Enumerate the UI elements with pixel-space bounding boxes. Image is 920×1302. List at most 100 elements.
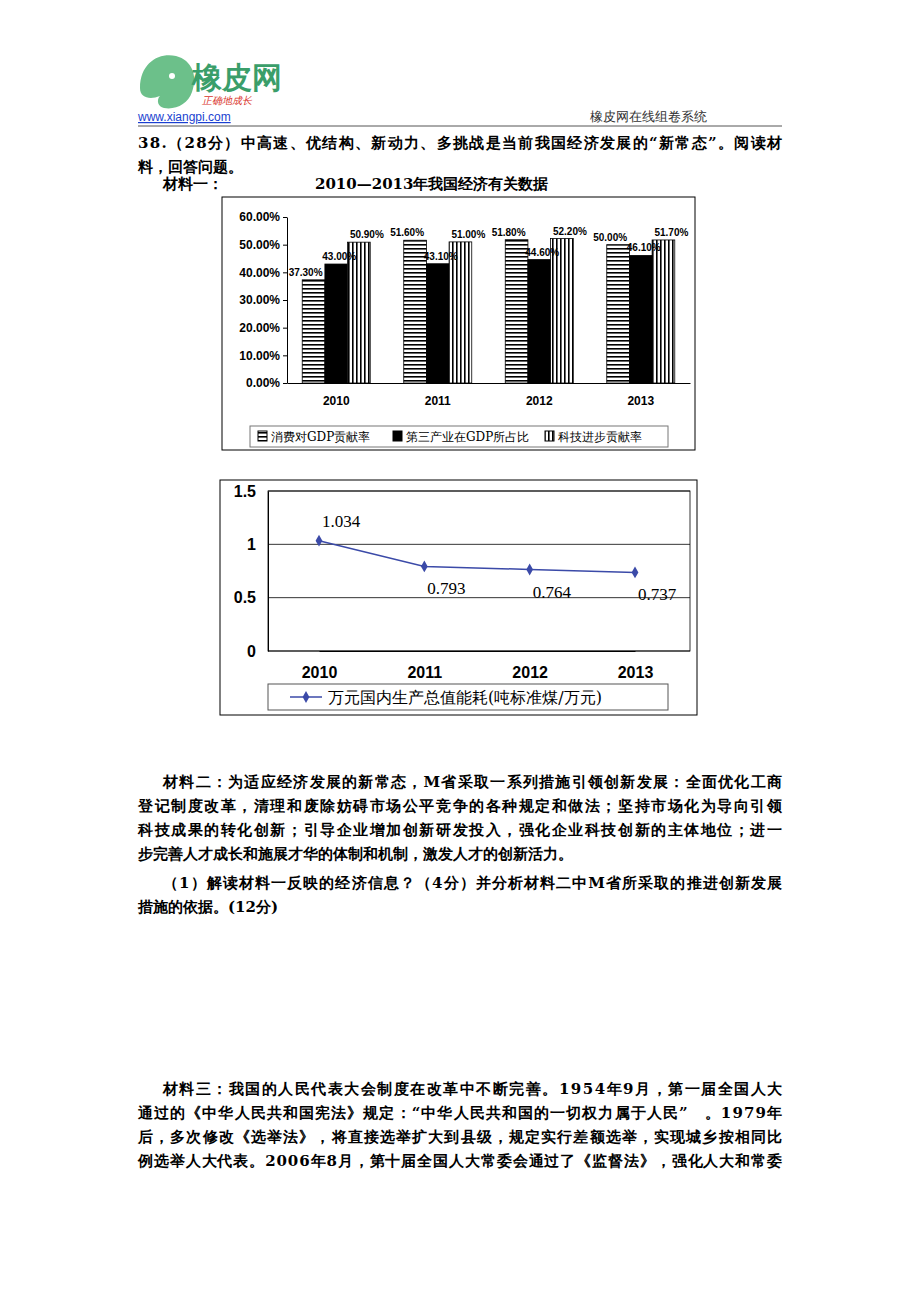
legend-swatch <box>258 431 267 441</box>
line-chart: 00.511.520102011201220131.0340.7930.7640… <box>220 480 697 715</box>
paragraph: 材料二：为适应经济发展的新常态，M省采取一系列措施引领创新发展：全面优化工商登记… <box>137 773 783 863</box>
bar <box>551 239 574 383</box>
text-line: 措施的依据。(12分) <box>137 898 278 916</box>
bar <box>629 255 652 383</box>
tick: 40.00% <box>239 266 287 280</box>
paragraph: （1）解读材料一反映的经济信息？（4分）并分析材料二中M省所采取的推进创新发展措… <box>137 874 782 916</box>
plot-frame <box>268 491 690 651</box>
chart-frame <box>220 480 697 715</box>
y-axis: 0.00% 10.00% 20.00% 30.00% 40.00% 50.00% 60.00… <box>239 210 287 390</box>
x-axis: 2010201120122013 <box>288 384 691 409</box>
data-label: 51.80% <box>492 227 526 238</box>
tick: 10.00% <box>239 349 287 363</box>
tick: 2011 <box>407 664 442 681</box>
tick-label: 40.00% <box>239 266 280 280</box>
data-labels: 37.30%51.60%51.80%50.00%43.00%43.10%44.6… <box>289 226 689 278</box>
grid-line <box>268 597 690 598</box>
header-rule <box>138 126 782 127</box>
text-line: （1）解读材料一反映的经济信息？（4分）并分析材料二中M省所采取的推进创新发展 <box>163 874 782 892</box>
legend-marker <box>303 691 310 703</box>
tick-label: 50.00% <box>239 238 280 252</box>
data-label: 43.10% <box>424 251 458 262</box>
data-label: 0.764 <box>533 583 572 602</box>
tick: 0 <box>247 643 268 660</box>
tick-mark <box>283 328 287 329</box>
text-line: 通过的《中华人民共和国宪法》规定：“中华人民共和国的一切权力属于人民” 。197… <box>137 1104 782 1122</box>
data-label: 37.30% <box>289 267 323 278</box>
tick-label: 30.00% <box>239 293 280 307</box>
tick: 60.00% <box>239 210 287 224</box>
data-labels: 1.0340.7930.7640.737 <box>322 512 677 605</box>
tick-label: 2012 <box>526 394 553 408</box>
data-label: 0.737 <box>638 585 677 604</box>
legend: 万元国内生产总值能耗(吨标准煤/万元) <box>268 684 668 710</box>
bar <box>426 264 449 383</box>
tick-label: 2011 <box>425 394 451 408</box>
page: 橡皮网正确地成长 www.xiangpi.com 橡皮网在线组卷系统 38.（28分）… <box>0 0 920 1302</box>
text-line: 后，多次修改《选举法》，将直接选举扩大到县级，规定实行差额选举，实现城乡按相同比 <box>137 1128 782 1146</box>
tick: 2013 <box>618 664 654 681</box>
tick-mark <box>283 355 287 356</box>
tick-mark <box>283 245 287 246</box>
tick-label: 2012 <box>512 664 548 681</box>
tick: 2012 <box>512 664 548 681</box>
marker <box>632 567 639 579</box>
tick: 1.5 <box>234 483 268 500</box>
tick: 2011 <box>425 394 451 408</box>
chart-frame <box>222 197 695 450</box>
data-label: 0.793 <box>427 579 465 598</box>
tick: 2012 <box>526 394 553 408</box>
tick-label: 2010 <box>302 664 338 681</box>
data-label: 43.00% <box>322 251 356 262</box>
marker <box>526 564 533 576</box>
tick-mark <box>283 272 287 273</box>
bar <box>302 280 325 383</box>
tick-label: 2013 <box>627 394 654 408</box>
data-label: 51.60% <box>390 227 424 238</box>
chart-title: 2010—2013年我国经济有关数据 <box>315 175 549 193</box>
text-line: 38.（28分）中高速、优结构、新动力、多挑战是当前我国经济发展的“新常态”。阅… <box>138 134 782 152</box>
legend-swatch <box>545 431 554 441</box>
slogan: 正确地成长 <box>202 95 253 106</box>
text-line: 材料三：我国的人民代表大会制度在改革中不断完善。1954年9月，第一届全国人大 <box>162 1080 783 1098</box>
axis-line <box>268 492 269 652</box>
marker <box>421 561 428 573</box>
bar <box>348 242 371 383</box>
text-line: 材料二：为适应经济发展的新常态，M省采取一系列措施引领创新发展：全面优化工商 <box>162 773 782 791</box>
tick-label: 0.00% <box>246 376 280 390</box>
data-label: 50.90% <box>350 229 384 240</box>
series-line <box>319 541 635 573</box>
legend-label: 消费对GDP贡献率 <box>271 430 370 444</box>
legend-box <box>250 426 668 447</box>
bar <box>505 240 528 383</box>
tick-label: 0 <box>247 643 256 660</box>
brand: 橡皮网 <box>191 60 282 95</box>
text-line: 料，回答问题。 <box>137 158 243 176</box>
url[interactable]: www.xiangpi.com <box>137 110 231 124</box>
system-name: 橡皮网在线组卷系统 <box>590 109 707 124</box>
bar <box>607 245 630 383</box>
bar <box>528 260 551 383</box>
legend-box <box>268 684 668 710</box>
tick: 30.00% <box>239 293 287 307</box>
tick-mark <box>283 217 287 218</box>
bar-chart: 0.00% 10.00% 20.00% 30.00% 40.00% 50.00% 60.00… <box>222 197 695 450</box>
logo-eye <box>169 73 175 79</box>
tick-label: 0.5 <box>234 589 256 606</box>
legend-label: 万元国内生产总值能耗(吨标准煤/万元) <box>328 688 602 707</box>
grid-line <box>268 491 690 492</box>
data-label: 51.00% <box>451 229 485 240</box>
tick-label: 2011 <box>407 664 442 681</box>
tick: 20.00% <box>239 321 287 335</box>
tick-mark <box>283 300 287 301</box>
tick: 2010 <box>302 664 338 681</box>
text-line: 科技成果的转化创新；引导企业增加创新研发投入，强化企业科技创新的主体地位；进一 <box>137 821 782 839</box>
data-label: 52.20% <box>553 226 587 237</box>
y-axis: 00.511.5 <box>234 483 269 660</box>
tick-label: 1.5 <box>234 483 256 500</box>
material-label: 材料一： <box>162 175 223 193</box>
tick: 0.00% <box>246 376 287 390</box>
text-line: 例选举人大代表。2006年8月，第十届全国人大常委会通过了《监督法》，强化人大和… <box>137 1152 782 1170</box>
logo <box>140 55 194 108</box>
bar <box>325 264 348 383</box>
